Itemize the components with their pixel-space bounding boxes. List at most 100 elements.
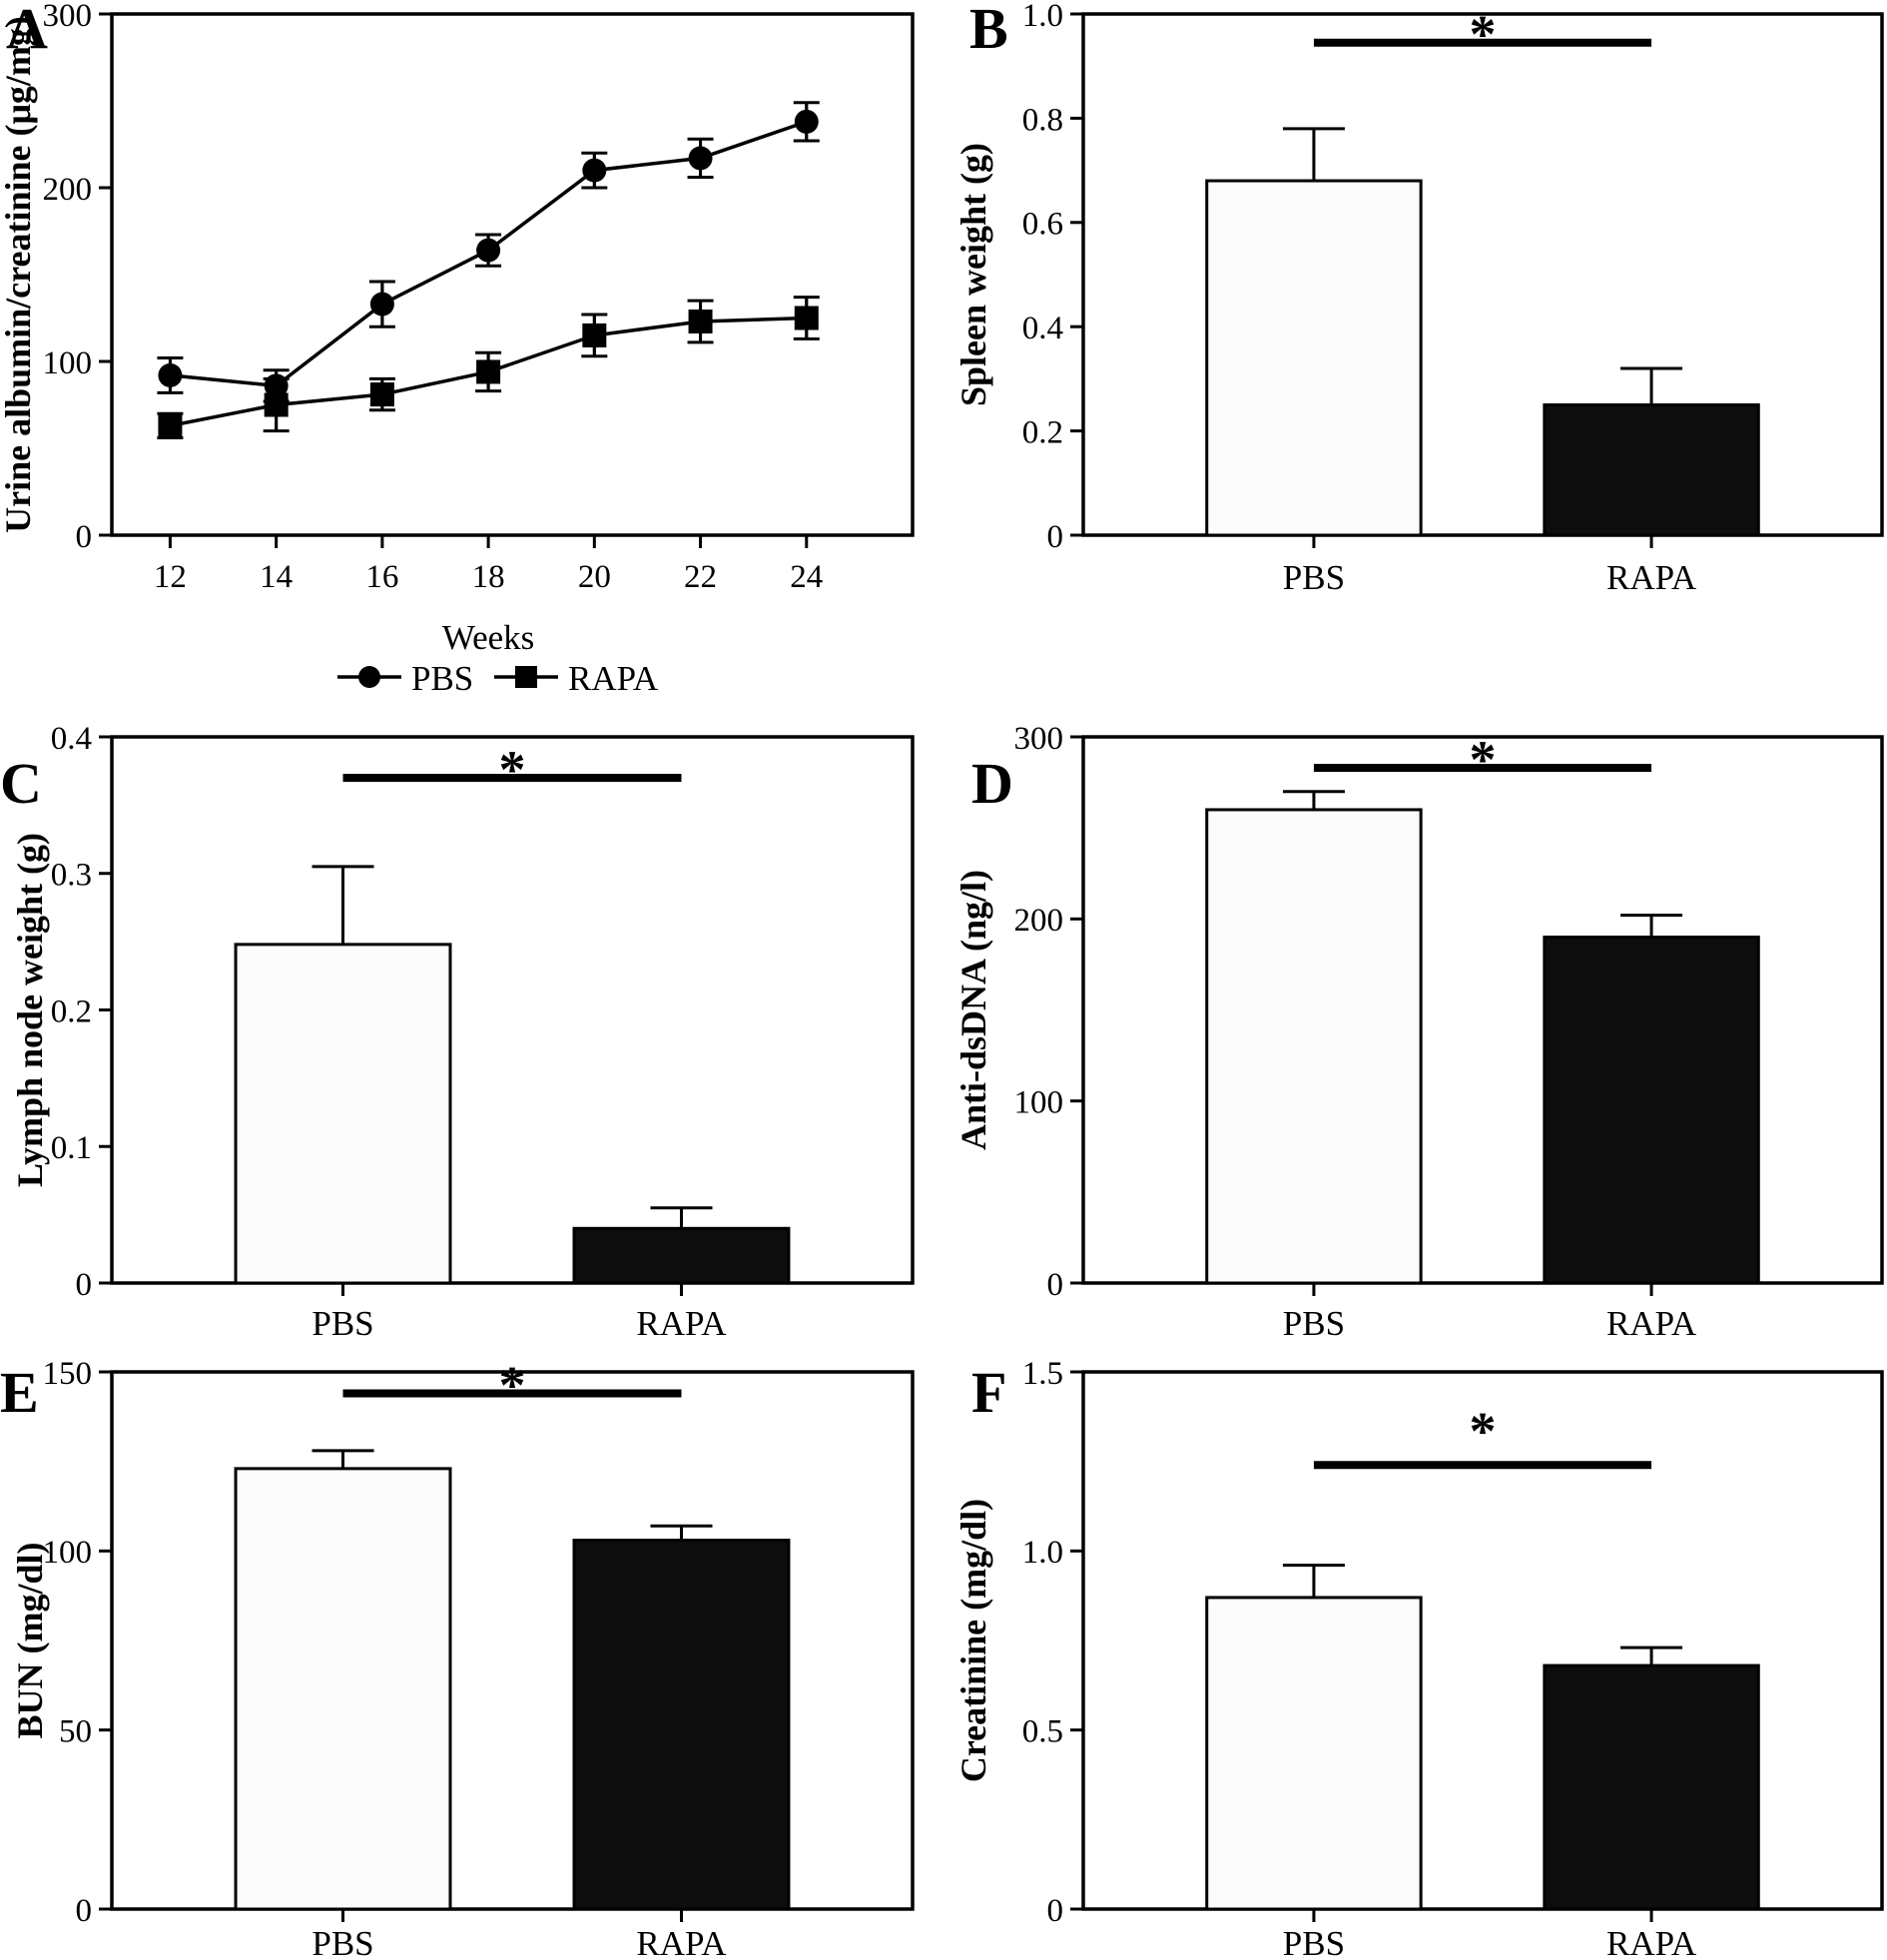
panel-f-y-axis: 0 0.5 1.0 1.5 Creatinine (mg/dl) xyxy=(953,1356,1083,1929)
svg-text:200: 200 xyxy=(1014,903,1064,939)
svg-text:300: 300 xyxy=(43,0,93,34)
panel-d-frame xyxy=(1081,735,1884,1285)
svg-text:Urine albumin/creatinine (μg/m: Urine albumin/creatinine (μg/mg) xyxy=(0,16,38,533)
panel-c-category-label: PBS xyxy=(312,1304,373,1338)
svg-text:24: 24 xyxy=(790,559,823,595)
panel-f-bar-pbs xyxy=(1205,1596,1423,1911)
panel-f-letter: F xyxy=(971,1360,1007,1425)
panel-e-bar-rapa xyxy=(572,1539,791,1911)
panel-f-bar-rapa xyxy=(1543,1663,1760,1911)
panel-e-category-label: PBS xyxy=(312,1924,373,1960)
svg-text:300: 300 xyxy=(1014,721,1064,757)
panel-e-bar-pbs xyxy=(234,1467,452,1911)
svg-text:0: 0 xyxy=(1047,1893,1064,1929)
panel-d-bar-rapa xyxy=(1543,936,1760,1285)
panel-f-chart: 0 0.5 1.0 1.5 Creatinine (mg/dl) PBS RAPA * xyxy=(953,1356,1884,1960)
panel-d: D 0 100 200 300 Anti-dsDNA (ng/l) PBS RAPA * xyxy=(944,699,1887,1338)
panel-c-frame xyxy=(110,735,915,1285)
panel-e-chart: 0 50 100 150 BUN (mg/dl) PBS RAPA * xyxy=(10,1356,915,1960)
panel-b-significance: * xyxy=(1313,5,1652,65)
panel-a-legend: PBS RAPA xyxy=(337,659,659,698)
svg-text:0.6: 0.6 xyxy=(1022,207,1063,243)
panel-b-frame xyxy=(1081,12,1884,537)
panel-a-x-axis: 12 14 16 18 20 22 24 Weeks xyxy=(154,535,823,657)
svg-text:0: 0 xyxy=(1047,519,1064,555)
svg-text:Anti-dsDNA (ng/l): Anti-dsDNA (ng/l) xyxy=(953,870,993,1150)
panel-c: C 0 0.1 0.2 0.3 0.4 Lymph node weight (g) PBS R… xyxy=(0,699,944,1338)
panel-b-letter: B xyxy=(969,0,1008,61)
panel-c-bar-pbs xyxy=(234,943,452,1285)
panel-d-bar-pbs xyxy=(1205,808,1423,1285)
panel-e-category-label: RAPA xyxy=(636,1924,727,1960)
svg-text:0: 0 xyxy=(1047,1267,1064,1303)
svg-text:12: 12 xyxy=(154,559,187,595)
svg-text:200: 200 xyxy=(43,172,93,208)
panel-e-y-axis: 0 50 100 150 BUN (mg/dl) xyxy=(10,1356,112,1929)
panel-b-bars: PBS RAPA xyxy=(1205,127,1760,597)
panel-c-category-label: RAPA xyxy=(636,1304,727,1338)
svg-text:*: * xyxy=(499,1356,526,1416)
panel-d-letter: D xyxy=(971,751,1013,816)
panel-d-significance: * xyxy=(1313,730,1652,790)
svg-text:*: * xyxy=(499,740,526,800)
svg-text:*: * xyxy=(1470,1401,1497,1461)
panel-c-bar-rapa xyxy=(572,1226,791,1285)
panel-f-category-label: RAPA xyxy=(1606,1924,1697,1960)
svg-text:BUN (mg/dl): BUN (mg/dl) xyxy=(10,1543,50,1739)
panel-b-chart: 0 0.2 0.4 0.6 0.8 1.0 Spleen weight (g) PBS RAPA… xyxy=(953,0,1884,597)
panel-a-frame xyxy=(110,12,915,537)
svg-text:0.2: 0.2 xyxy=(1022,414,1063,450)
svg-text:0: 0 xyxy=(76,1893,93,1929)
svg-text:1.5: 1.5 xyxy=(1022,1356,1063,1392)
svg-text:0.5: 0.5 xyxy=(1022,1714,1063,1750)
svg-text:1.0: 1.0 xyxy=(1022,0,1063,34)
svg-text:0: 0 xyxy=(76,519,93,555)
panel-e-letter: E xyxy=(0,1360,39,1425)
panel-c-letter: C xyxy=(0,751,42,816)
panel-f: F 0 0.5 1.0 1.5 Creatinine (mg/dl) PBS RAPA * xyxy=(944,1338,1887,1960)
svg-text:Spleen weight (g): Spleen weight (g) xyxy=(953,143,993,406)
svg-text:14: 14 xyxy=(260,559,293,595)
panel-c-significance: * xyxy=(342,740,682,800)
panel-c-bars: PBS RAPA xyxy=(234,865,791,1338)
svg-text:0.8: 0.8 xyxy=(1022,102,1063,138)
panel-d-category-label: PBS xyxy=(1283,1304,1345,1338)
svg-text:50: 50 xyxy=(59,1714,92,1750)
panel-c-chart: 0 0.1 0.2 0.3 0.4 Lymph node weight (g) PBS RAP… xyxy=(10,721,915,1338)
svg-text:1.0: 1.0 xyxy=(1022,1535,1063,1571)
panel-c-y-axis: 0 0.1 0.2 0.3 0.4 Lymph node weight (g) xyxy=(10,721,112,1303)
svg-text:*: * xyxy=(1470,730,1497,790)
panel-b-category-label: PBS xyxy=(1283,558,1345,597)
panel-a-letter: A xyxy=(6,0,48,61)
svg-text:0.4: 0.4 xyxy=(51,721,92,757)
panel-d-category-label: RAPA xyxy=(1606,1304,1697,1338)
panel-d-chart: 0 100 200 300 Anti-dsDNA (ng/l) PBS RAPA * xyxy=(953,721,1884,1338)
svg-text:0.1: 0.1 xyxy=(51,1130,92,1166)
panel-e: E 0 50 100 150 BUN (mg/dl) PBS RAPA * xyxy=(0,1338,944,1960)
panel-f-significance: * xyxy=(1313,1401,1652,1470)
panel-d-y-axis: 0 100 200 300 Anti-dsDNA (ng/l) xyxy=(953,721,1083,1303)
panel-e-frame xyxy=(110,1370,915,1911)
svg-text:18: 18 xyxy=(472,559,505,595)
panel-a-series-rapa xyxy=(157,296,820,440)
svg-text:0: 0 xyxy=(76,1267,93,1303)
panel-a-x-label: Weeks xyxy=(442,618,534,657)
panel-b-bar-pbs xyxy=(1205,179,1423,537)
svg-text:100: 100 xyxy=(1014,1085,1064,1121)
panel-b-y-axis: 0 0.2 0.4 0.6 0.8 1.0 Spleen weight (g) xyxy=(953,0,1083,555)
panel-e-bars: PBS RAPA xyxy=(234,1449,791,1960)
svg-text:150: 150 xyxy=(43,1356,93,1392)
svg-text:16: 16 xyxy=(365,559,398,595)
svg-text:*: * xyxy=(1470,5,1497,65)
svg-text:Lymph node weight (g): Lymph node weight (g) xyxy=(10,833,50,1187)
svg-text:Creatinine (mg/dl): Creatinine (mg/dl) xyxy=(953,1499,993,1782)
panel-f-bars: PBS RAPA xyxy=(1205,1564,1760,1960)
panel-a-legend-label: PBS xyxy=(411,659,473,698)
svg-text:0.4: 0.4 xyxy=(1022,311,1063,346)
svg-text:100: 100 xyxy=(43,1535,93,1571)
panel-b-category-label: RAPA xyxy=(1606,558,1697,597)
svg-text:22: 22 xyxy=(684,559,717,595)
